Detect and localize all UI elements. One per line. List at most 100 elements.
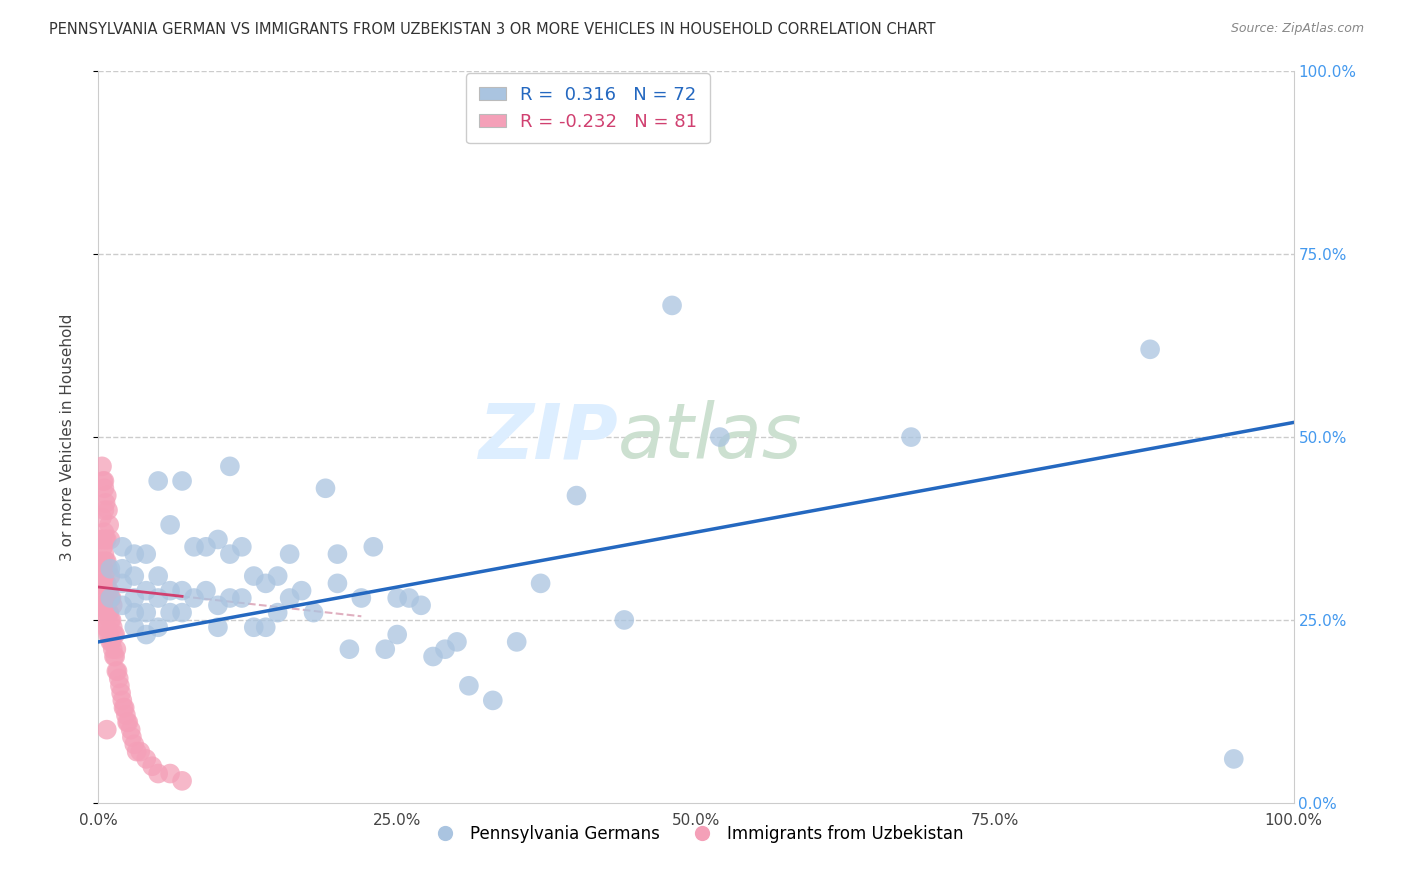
Point <box>434 642 457 657</box>
Point <box>114 700 136 714</box>
Point <box>243 620 266 634</box>
Point <box>411 599 433 613</box>
Point <box>172 474 194 488</box>
Point <box>98 606 121 620</box>
Point <box>124 547 146 561</box>
Point <box>148 766 170 780</box>
Point <box>363 540 385 554</box>
Point <box>91 540 114 554</box>
Point <box>93 591 115 605</box>
Point <box>94 576 117 591</box>
Point <box>98 583 121 598</box>
Point <box>219 547 242 561</box>
Point <box>96 554 118 568</box>
Point <box>326 576 349 591</box>
Point <box>125 745 148 759</box>
Point <box>148 569 170 583</box>
Point <box>111 599 134 613</box>
Point <box>96 599 118 613</box>
Point <box>93 547 115 561</box>
Point <box>267 569 290 583</box>
Point <box>148 591 170 605</box>
Point <box>124 737 146 751</box>
Point <box>107 664 129 678</box>
Point <box>398 591 420 605</box>
Point <box>385 627 409 641</box>
Point <box>506 635 529 649</box>
Point <box>231 540 253 554</box>
Point <box>231 591 253 605</box>
Point <box>93 503 115 517</box>
Point <box>104 627 127 641</box>
Y-axis label: 3 or more Vehicles in Household: 3 or more Vehicles in Household <box>60 313 75 561</box>
Point <box>207 533 229 547</box>
Point <box>94 620 117 634</box>
Point <box>115 708 138 723</box>
Point <box>91 510 114 524</box>
Point <box>219 591 242 605</box>
Point <box>446 635 468 649</box>
Point <box>98 591 122 605</box>
Point <box>565 489 588 503</box>
Point <box>96 533 118 547</box>
Point <box>100 591 122 605</box>
Point <box>97 583 120 598</box>
Point <box>709 430 731 444</box>
Point <box>91 576 114 591</box>
Point <box>93 525 115 540</box>
Point <box>90 576 112 591</box>
Point <box>112 700 135 714</box>
Point <box>96 489 118 503</box>
Point <box>90 533 112 547</box>
Point <box>267 606 290 620</box>
Point <box>135 547 157 561</box>
Point <box>148 620 170 634</box>
Text: PENNSYLVANIA GERMAN VS IMMIGRANTS FROM UZBEKISTAN 3 OR MORE VEHICLES IN HOUSEHOL: PENNSYLVANIA GERMAN VS IMMIGRANTS FROM U… <box>49 22 936 37</box>
Point <box>91 459 114 474</box>
Point <box>135 583 157 598</box>
Point <box>183 591 205 605</box>
Point <box>254 576 277 591</box>
Point <box>291 583 314 598</box>
Point <box>101 642 124 657</box>
Point <box>94 599 117 613</box>
Point <box>661 298 683 312</box>
Point <box>315 481 337 495</box>
Point <box>172 773 194 788</box>
Point <box>129 745 152 759</box>
Point <box>278 591 301 605</box>
Point <box>96 723 118 737</box>
Point <box>159 583 181 598</box>
Point <box>422 649 444 664</box>
Point <box>117 715 139 730</box>
Point <box>195 583 218 598</box>
Text: atlas: atlas <box>619 401 803 474</box>
Point <box>105 642 128 657</box>
Point <box>135 752 157 766</box>
Point <box>530 576 553 591</box>
Point <box>481 693 505 707</box>
Point <box>93 569 115 583</box>
Point <box>302 606 325 620</box>
Point <box>98 569 122 583</box>
Point <box>98 635 122 649</box>
Point <box>111 576 134 591</box>
Point <box>124 569 146 583</box>
Point <box>339 642 361 657</box>
Point <box>1223 752 1246 766</box>
Point <box>93 481 115 495</box>
Point <box>91 606 114 620</box>
Point <box>93 474 115 488</box>
Point <box>105 664 128 678</box>
Point <box>159 517 181 532</box>
Point <box>159 766 181 780</box>
Point <box>100 613 122 627</box>
Point <box>103 649 125 664</box>
Point <box>254 620 277 634</box>
Point <box>121 730 143 744</box>
Point <box>96 620 118 634</box>
Point <box>124 606 146 620</box>
Point <box>124 591 146 605</box>
Point <box>103 627 125 641</box>
Point <box>94 554 117 568</box>
